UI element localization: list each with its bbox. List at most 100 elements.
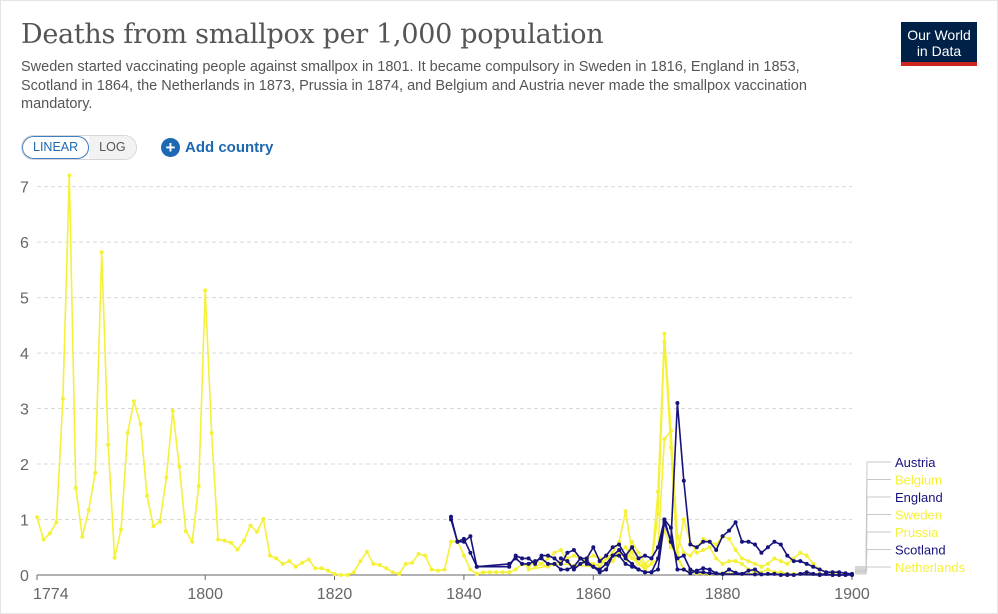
data-point-belgium	[772, 556, 777, 561]
logo-line-1: Our World	[907, 27, 971, 43]
data-point-england	[468, 550, 473, 555]
data-point-belgium	[662, 331, 667, 336]
data-point-sweden	[740, 561, 744, 566]
data-point-netherlands	[649, 561, 654, 566]
data-point-belgium	[727, 536, 732, 541]
end-label-austria[interactable]: Austria	[895, 455, 936, 470]
data-point-austria	[507, 564, 512, 569]
data-point-austria	[701, 539, 706, 544]
log-scale-button[interactable]: LOG	[89, 136, 136, 159]
data-point-austria	[759, 550, 764, 555]
data-point-prussia	[662, 437, 667, 442]
end-label-netherlands[interactable]: Netherlands	[895, 560, 966, 575]
data-point-sweden	[229, 540, 233, 545]
end-label-belgium[interactable]: Belgium	[895, 473, 942, 488]
data-point-scotland	[565, 559, 570, 564]
add-country-button[interactable]: + Add country	[161, 136, 273, 158]
data-point-sweden	[106, 442, 111, 447]
data-point-austria	[798, 559, 803, 564]
end-label-sweden[interactable]: Sweden	[895, 508, 942, 523]
y-tick-label: 6	[20, 235, 29, 252]
series-scotland[interactable]	[558, 520, 854, 577]
y-tick-label: 0	[20, 568, 29, 585]
data-point-england	[668, 525, 673, 530]
data-point-sweden	[390, 570, 395, 575]
data-point-austria	[681, 478, 686, 483]
data-point-sweden	[261, 517, 266, 521]
add-country-label: Add country	[185, 138, 274, 156]
data-point-england	[539, 556, 544, 561]
data-point-sweden	[313, 566, 318, 571]
data-point-sweden	[397, 571, 402, 576]
end-label-scotland[interactable]: Scotland	[895, 543, 946, 558]
data-point-belgium	[778, 559, 783, 564]
data-point-sweden	[254, 529, 259, 534]
data-point-sweden	[720, 561, 725, 566]
data-point-england	[804, 570, 809, 575]
data-point-sweden	[138, 422, 143, 427]
data-point-austria	[694, 545, 699, 550]
series-sweden[interactable]	[35, 173, 854, 578]
data-point-sweden	[86, 508, 91, 513]
data-point-sweden	[47, 531, 52, 536]
data-point-austria	[791, 559, 796, 564]
data-point-england	[753, 567, 757, 572]
data-point-sweden	[339, 573, 343, 577]
data-point-sweden	[209, 431, 214, 435]
data-point-sweden	[507, 570, 512, 575]
series-belgium[interactable]	[533, 331, 854, 576]
data-point-scotland	[558, 556, 563, 561]
linear-scale-button[interactable]: LINEAR	[22, 136, 90, 159]
data-point-sweden	[707, 545, 712, 550]
data-point-prussia	[636, 550, 641, 555]
data-point-austria	[604, 553, 609, 558]
data-point-sweden	[73, 485, 78, 490]
x-tick-label: 1880	[705, 586, 741, 603]
data-point-sweden	[410, 560, 415, 565]
end-label-connector	[855, 514, 891, 571]
data-point-belgium	[740, 556, 744, 561]
data-point-sweden	[500, 570, 505, 575]
owid-logo[interactable]: Our World in Data	[901, 22, 977, 66]
end-labels: Austria Belgium England Sweden Prussia Scotla…	[855, 455, 966, 575]
data-point-austria	[746, 539, 751, 544]
data-point-sweden	[196, 484, 201, 489]
data-point-austria	[552, 556, 557, 561]
end-label-connector	[855, 496, 891, 570]
series-austria[interactable]	[449, 401, 854, 576]
data-point-austria	[533, 561, 538, 566]
data-point-belgium	[701, 536, 706, 541]
data-point-sweden	[442, 567, 447, 572]
end-label-prussia[interactable]: Prussia	[895, 525, 939, 540]
data-point-england	[701, 566, 706, 571]
data-point-scotland	[604, 561, 609, 566]
data-point-belgium	[636, 561, 641, 566]
data-point-belgium	[681, 550, 686, 555]
end-label-england[interactable]: England	[895, 490, 943, 505]
data-point-sweden	[494, 570, 499, 575]
data-point-england	[449, 517, 453, 522]
y-tick-label: 3	[20, 402, 29, 419]
scale-toggle: LINEAR LOG	[21, 135, 137, 160]
data-point-sweden	[203, 288, 208, 293]
data-point-austria	[449, 514, 453, 519]
data-point-sweden	[694, 550, 699, 555]
data-point-austria	[720, 534, 725, 539]
data-point-scotland	[597, 567, 602, 572]
data-point-sweden	[423, 553, 428, 558]
data-point-scotland	[720, 571, 725, 576]
data-point-sweden	[112, 555, 117, 560]
data-point-netherlands	[643, 564, 647, 569]
data-point-sweden	[436, 568, 440, 573]
data-point-sweden	[235, 547, 240, 552]
data-point-belgium	[798, 550, 803, 555]
data-point-scotland	[688, 567, 693, 572]
data-point-sweden	[714, 556, 719, 561]
data-point-belgium	[688, 553, 693, 558]
data-point-england	[707, 567, 712, 572]
y-tick-label: 4	[20, 346, 29, 363]
data-point-belgium	[539, 561, 544, 566]
data-point-scotland	[701, 570, 706, 575]
data-point-austria	[727, 528, 732, 533]
